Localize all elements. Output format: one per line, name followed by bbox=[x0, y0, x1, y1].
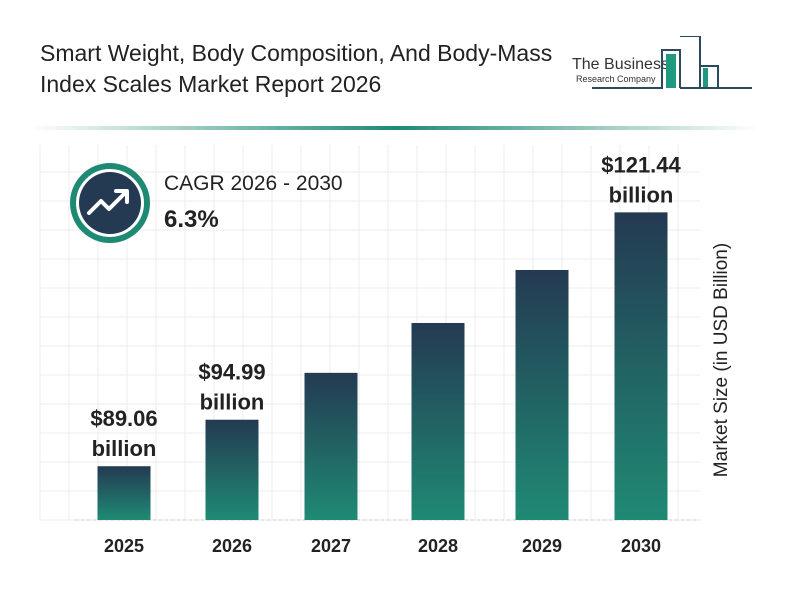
data-label: $121.44 bbox=[601, 152, 681, 177]
cagr-value: 6.3% bbox=[164, 206, 219, 233]
logo-buildings-icon bbox=[592, 36, 752, 89]
data-label: billion bbox=[200, 390, 265, 415]
x-tick-label: 2027 bbox=[311, 536, 351, 556]
bar-2025 bbox=[97, 466, 151, 520]
x-tick-label: 2029 bbox=[522, 536, 562, 556]
data-label: $89.06 bbox=[90, 406, 157, 431]
cagr-label: CAGR 2026 - 2030 bbox=[164, 172, 343, 195]
data-label: billion bbox=[92, 436, 157, 461]
logo-text-main: The Business bbox=[572, 56, 669, 73]
company-logo: The Business Research Company bbox=[572, 36, 762, 96]
data-label: billion bbox=[609, 182, 674, 207]
chart-title: Smart Weight, Body Composition, And Body… bbox=[40, 40, 553, 97]
bar-2028 bbox=[411, 322, 465, 520]
bar-2027 bbox=[304, 372, 358, 520]
grid bbox=[39, 145, 700, 521]
x-tick-label: 2028 bbox=[418, 536, 458, 556]
bar-2026 bbox=[205, 419, 259, 520]
x-tick-label: 2026 bbox=[212, 536, 252, 556]
logo-text-sub: Research Company bbox=[576, 74, 656, 84]
trending-up-icon bbox=[70, 163, 150, 243]
bar-2029 bbox=[515, 269, 569, 520]
title-divider bbox=[30, 126, 760, 130]
y-axis-label: Market Size (in USD Billion) bbox=[711, 242, 732, 478]
x-tick-label: 2025 bbox=[104, 536, 144, 556]
x-tick-label: 2030 bbox=[621, 536, 661, 556]
data-label: $94.99 bbox=[198, 360, 265, 385]
bar-2030 bbox=[614, 212, 668, 520]
